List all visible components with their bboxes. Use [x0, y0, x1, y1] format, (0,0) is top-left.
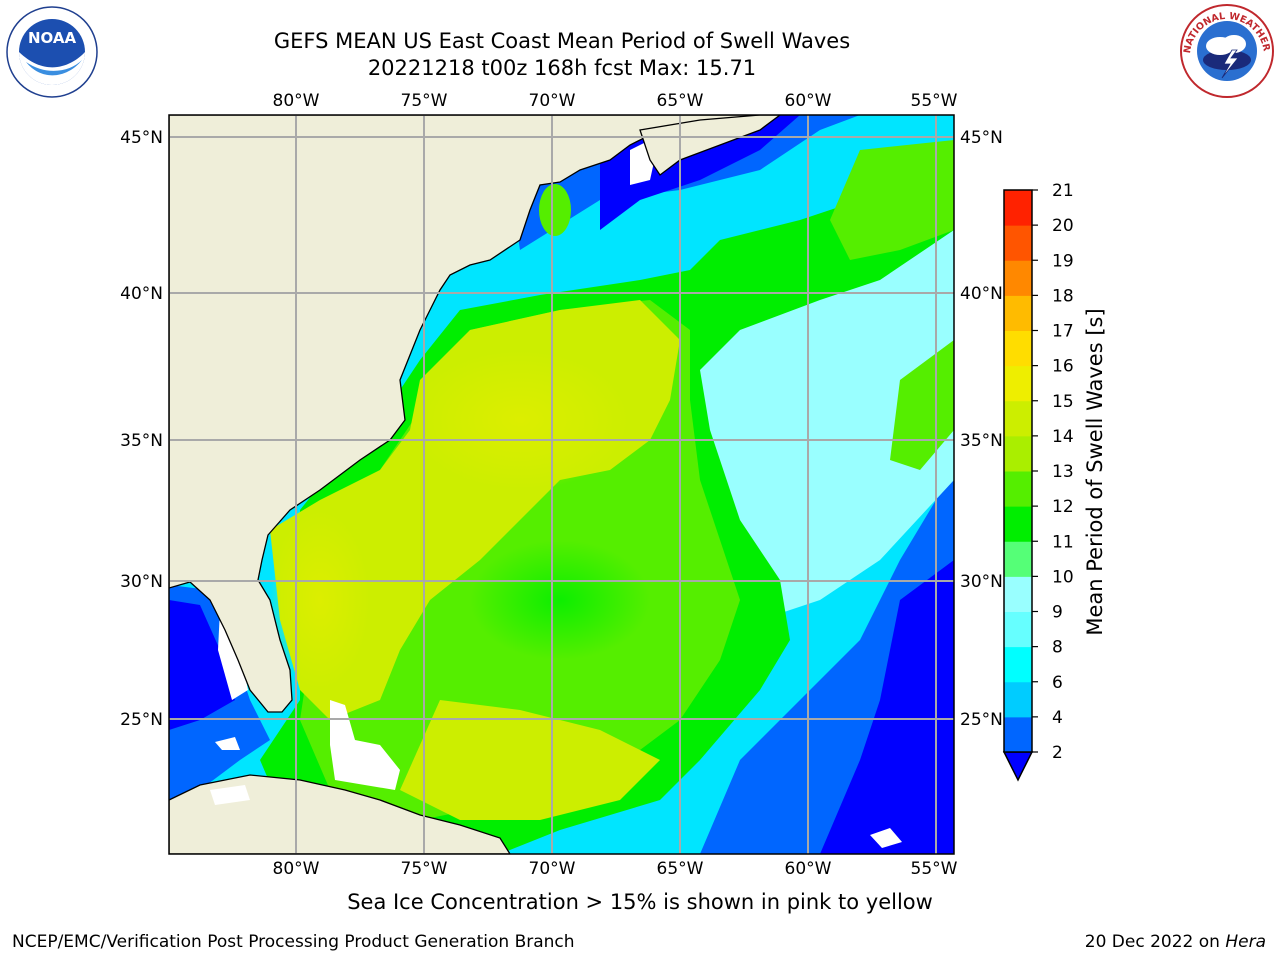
field-yellow-peak: [410, 350, 630, 490]
colorbar-segment: [1004, 471, 1032, 507]
colorbar-tick-label: 9: [1052, 603, 1063, 623]
colorbar-segment: [1004, 611, 1032, 648]
colorbar-tick-label: 14: [1052, 427, 1074, 447]
lon-label-bottom: 65°W: [657, 859, 704, 879]
colorbar-segment: [1004, 295, 1032, 331]
colorbar-tick-label: 21: [1052, 181, 1074, 201]
lon-labels-bottom: 80°W 75°W 70°W 65°W 60°W 55°W: [273, 859, 958, 879]
colorbar-tick-label: 10: [1052, 567, 1074, 587]
colorbar-tick-label: 20: [1052, 216, 1074, 236]
colorbar-tick-label: 12: [1052, 497, 1074, 517]
lat-label-left: 40°N: [120, 284, 163, 304]
colorbar-segment: [1004, 225, 1032, 261]
lon-label-bottom: 70°W: [529, 859, 576, 879]
colorbar-segment: [1004, 435, 1032, 472]
lon-label-bottom: 75°W: [401, 859, 448, 879]
mask-cuba-north: [210, 785, 250, 805]
field-green-ne: [830, 140, 954, 260]
field-cyan-coastal: [420, 230, 650, 300]
mask-bahamas: [330, 700, 400, 790]
lat-label-right: 25°N: [960, 710, 1003, 730]
noaa-logo: NOAA: [6, 6, 98, 98]
colorbar-segment: [1004, 541, 1032, 577]
map-frame: [168, 114, 955, 855]
colorbar-tick-label: 15: [1052, 392, 1074, 412]
colorbar-tick-label: 6: [1052, 673, 1063, 693]
colorbar-tick-label: 8: [1052, 638, 1063, 658]
colorbar-segment: [1004, 646, 1032, 683]
colorbar-extend-triangle: [1002, 751, 1034, 782]
lon-label-bottom: 55°W: [911, 859, 958, 879]
land-north-america: [169, 115, 761, 713]
lon-label-bottom: 60°W: [785, 859, 832, 879]
sea-ice-note: Sea Ice Concentration > 15% is shown in …: [0, 890, 1280, 914]
colorbar-tick-label: 2: [1052, 743, 1063, 763]
field-green-gulfofmaine: [539, 184, 571, 236]
lat-label-right: 30°N: [960, 572, 1003, 592]
field-yellow-south: [400, 700, 660, 820]
lat-label-left: 35°N: [120, 431, 163, 451]
colorbar-tick-label: 4: [1052, 708, 1063, 728]
colorbar-tick-label: 19: [1052, 251, 1074, 271]
chart-subtitle: 20221218 t00z 168h fcst Max: 15.71: [367, 56, 757, 80]
colorbar-segment: [1004, 330, 1032, 367]
lat-label-left: 30°N: [120, 572, 163, 592]
colorbar-tick-label: 18: [1052, 286, 1074, 306]
colorbar-tick-label: 16: [1052, 357, 1074, 377]
colorbar: 2 4 6 8 9 10 11 12 13 14 15 16 17 18 19 20 21: [1002, 181, 1074, 782]
colorbar-segment: [1004, 365, 1032, 402]
lat-label-left: 45°N: [120, 128, 163, 148]
lat-label-right: 35°N: [960, 431, 1003, 451]
field-green-peak: [470, 540, 650, 660]
colorbar-segment: [1004, 681, 1032, 718]
gridlines: [169, 115, 954, 854]
credit-date: 20 Dec 2022 on Hera: [1085, 932, 1266, 952]
colorbar-tick-label: 17: [1052, 322, 1074, 342]
colorbar-segment: [1004, 190, 1032, 226]
colorbar-segment: [1004, 506, 1032, 542]
field-layer: [169, 115, 954, 854]
colorbar-segment: [1004, 576, 1032, 612]
credit-branch: NCEP/EMC/Verification Post Processing Pr…: [12, 932, 575, 952]
lon-label-top: 75°W: [401, 91, 448, 111]
lon-label-top: 80°W: [273, 91, 320, 111]
lat-labels-right: 45°N 40°N 35°N 30°N 25°N: [960, 128, 1003, 730]
lon-label-top: 55°W: [911, 91, 958, 111]
mask-se-patch: [870, 828, 902, 848]
lat-label-right: 40°N: [960, 284, 1003, 304]
mask-keys: [215, 737, 240, 750]
credit-host: Hera: [1225, 932, 1266, 952]
field-lightcyan-east: [680, 230, 954, 620]
lon-label-top: 60°W: [785, 91, 832, 111]
colorbar-tick-label: 11: [1052, 532, 1074, 552]
noaa-logo-text: NOAA: [28, 29, 77, 47]
lon-label-top: 65°W: [657, 91, 704, 111]
field-deepblue-gulf: [169, 600, 235, 730]
lon-label-top: 70°W: [529, 91, 576, 111]
sea-ice-note-text: Sea Ice Concentration > 15% is shown in …: [347, 890, 933, 914]
chart-title: GEFS MEAN US East Coast Mean Period of S…: [273, 29, 851, 53]
colorbar-segment: [1004, 716, 1032, 753]
colorbar-segment: [1004, 260, 1032, 296]
field-green-e: [890, 340, 954, 470]
credit-date-text: 20 Dec 2022 on: [1084, 932, 1226, 952]
lat-label-left: 25°N: [120, 710, 163, 730]
field-deepblue-se: [820, 560, 954, 854]
lat-label-right: 45°N: [960, 128, 1003, 148]
lon-label-bottom: 80°W: [273, 859, 320, 879]
nws-logo: NATIONAL WEATHER SERVICE: [1180, 4, 1274, 98]
colorbar-tick-label: 13: [1052, 462, 1074, 482]
colorbar-segment: [1004, 400, 1032, 437]
lon-labels-top: 80°W 75°W 70°W 65°W 60°W 55°W: [273, 91, 958, 111]
lat-labels-left: 45°N 40°N 35°N 30°N 25°N: [120, 128, 163, 730]
colorbar-label: Mean Period of Swell Waves [s]: [1083, 308, 1107, 636]
